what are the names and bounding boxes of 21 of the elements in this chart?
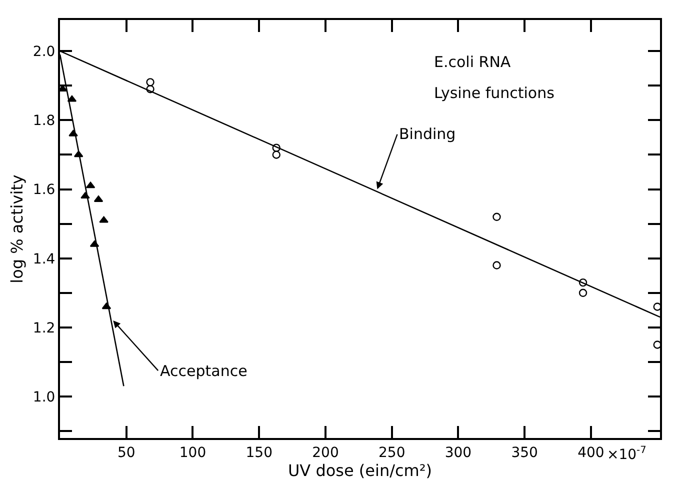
text: ×10$^{-7}$ — [607, 445, 646, 463]
x-tick-label: 300 — [444, 444, 472, 461]
y-axis-title: log % activity — [7, 174, 26, 284]
y-tick-label: 1.4 — [32, 251, 56, 268]
y-tick-label: 1.2 — [32, 320, 56, 336]
x-tick-label: 50 — [117, 444, 136, 461]
y-tick-label: 1.8 — [32, 113, 56, 130]
text: E.coli RNA — [434, 53, 512, 71]
x-tick-label: 100 — [179, 444, 206, 461]
x-tick-label: 400 — [578, 444, 604, 461]
x-axis-title: UV dose (ein/cm²) — [288, 460, 432, 480]
x-tick-label: 200 — [312, 444, 339, 461]
annotation: Acceptance — [160, 362, 248, 380]
x-tick-label: 250 — [378, 444, 406, 461]
annotation: Binding — [399, 125, 456, 143]
text: Lysine functions — [434, 84, 555, 102]
y-tick-label: 1.0 — [32, 389, 56, 406]
y-tick-label: 1.6 — [32, 182, 56, 198]
y-tick-label: 2.0 — [32, 44, 56, 60]
x-tick-label: 350 — [511, 444, 538, 461]
x-tick-label: 150 — [246, 444, 272, 461]
